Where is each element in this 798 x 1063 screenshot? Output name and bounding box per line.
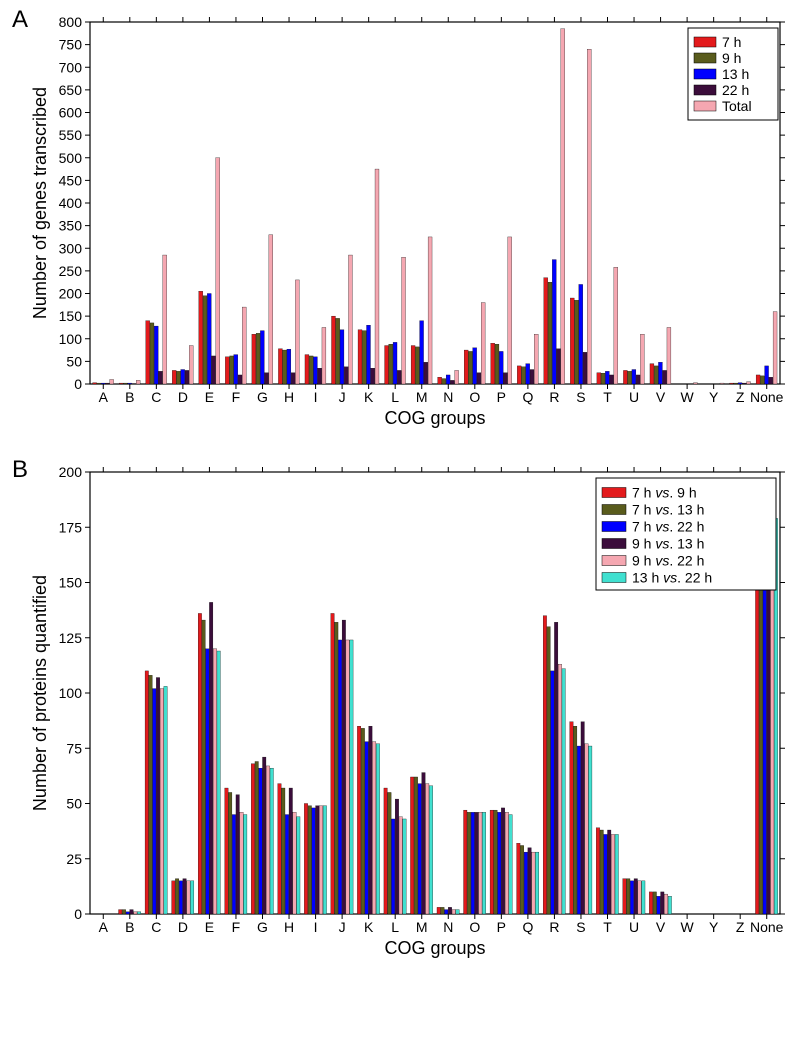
svg-text:Number of genes transcribed: Number of genes transcribed bbox=[30, 87, 50, 319]
svg-text:V: V bbox=[656, 919, 666, 935]
panel-a-chart: 0 50 100 150 200 250 300 350 400 450 500 550 600 650 7… bbox=[28, 10, 788, 440]
svg-text:700: 700 bbox=[59, 59, 83, 75]
svg-text:W: W bbox=[681, 919, 695, 935]
svg-text:0: 0 bbox=[74, 376, 82, 392]
svg-text:E: E bbox=[205, 389, 214, 405]
svg-text:Z: Z bbox=[736, 919, 745, 935]
svg-text:7 h: 7 h bbox=[722, 34, 741, 50]
svg-text:P: P bbox=[497, 919, 506, 935]
svg-text:C: C bbox=[151, 919, 161, 935]
svg-text:75: 75 bbox=[66, 740, 82, 756]
svg-text:25: 25 bbox=[66, 851, 82, 867]
panel-b: B 0 25 50 75 100 125 150 175 200 AB C D E FGH I J K L MNO P… bbox=[10, 460, 788, 970]
svg-text:U: U bbox=[629, 389, 639, 405]
svg-text:Number of proteins quantified: Number of proteins quantified bbox=[30, 575, 50, 811]
svg-text:175: 175 bbox=[59, 519, 83, 535]
svg-text:E: E bbox=[205, 919, 214, 935]
svg-text:Q: Q bbox=[522, 389, 533, 405]
svg-text:650: 650 bbox=[59, 82, 83, 98]
svg-text:B: B bbox=[125, 389, 134, 405]
svg-text:7 h vs. 9 h: 7 h vs. 9 h bbox=[632, 485, 697, 501]
svg-text:R: R bbox=[549, 389, 559, 405]
svg-text:150: 150 bbox=[59, 308, 83, 324]
svg-text:F: F bbox=[232, 919, 241, 935]
svg-text:H: H bbox=[284, 919, 294, 935]
svg-text:200: 200 bbox=[59, 464, 83, 480]
svg-text:50: 50 bbox=[66, 353, 82, 369]
svg-text:F: F bbox=[232, 389, 241, 405]
svg-text:9 h vs. 13 h: 9 h vs. 13 h bbox=[632, 536, 704, 552]
svg-text:125: 125 bbox=[59, 630, 83, 646]
svg-text:S: S bbox=[576, 919, 585, 935]
svg-text:COG groups: COG groups bbox=[384, 408, 485, 428]
svg-text:13 h vs. 22 h: 13 h vs. 22 h bbox=[632, 570, 712, 586]
svg-text:200: 200 bbox=[59, 286, 83, 302]
svg-text:S: S bbox=[576, 389, 585, 405]
svg-text:150: 150 bbox=[59, 575, 83, 591]
svg-text:COG groups: COG groups bbox=[384, 938, 485, 958]
svg-text:100: 100 bbox=[59, 331, 83, 347]
svg-text:L: L bbox=[391, 389, 399, 405]
svg-text:9 h vs. 22 h: 9 h vs. 22 h bbox=[632, 553, 704, 569]
svg-text:250: 250 bbox=[59, 263, 83, 279]
svg-text:Total: Total bbox=[722, 98, 752, 114]
svg-text:V: V bbox=[656, 389, 666, 405]
svg-text:D: D bbox=[178, 919, 188, 935]
svg-text:0: 0 bbox=[74, 906, 82, 922]
svg-text:800: 800 bbox=[59, 14, 83, 30]
svg-text:G: G bbox=[257, 389, 268, 405]
svg-text:A: A bbox=[99, 389, 109, 405]
svg-text:C: C bbox=[151, 389, 161, 405]
svg-text:P: P bbox=[497, 389, 506, 405]
svg-text:Y: Y bbox=[709, 919, 719, 935]
svg-text:None: None bbox=[750, 389, 784, 405]
svg-text:N: N bbox=[443, 389, 453, 405]
svg-text:7 h vs. 22 h: 7 h vs. 22 h bbox=[632, 519, 704, 535]
svg-text:D: D bbox=[178, 389, 188, 405]
svg-text:I: I bbox=[314, 919, 318, 935]
svg-text:Z: Z bbox=[736, 389, 745, 405]
svg-text:A: A bbox=[99, 919, 109, 935]
panel-a: A 0 50 100 150 200 250 300 350 400 450 500 550 600 65… bbox=[10, 10, 788, 440]
svg-text:W: W bbox=[681, 389, 695, 405]
svg-text:7 h vs. 13 h: 7 h vs. 13 h bbox=[632, 502, 704, 518]
svg-text:350: 350 bbox=[59, 218, 83, 234]
svg-text:450: 450 bbox=[59, 172, 83, 188]
svg-text:T: T bbox=[603, 919, 612, 935]
panel-b-chart: 0 25 50 75 100 125 150 175 200 AB C D E FGH I J K L MNO PQR… bbox=[28, 460, 788, 970]
svg-text:R: R bbox=[549, 919, 559, 935]
svg-text:O: O bbox=[469, 389, 480, 405]
panel-b-label: B bbox=[12, 456, 28, 484]
svg-text:I: I bbox=[314, 389, 318, 405]
svg-text:O: O bbox=[469, 919, 480, 935]
svg-text:600: 600 bbox=[59, 105, 83, 121]
svg-text:L: L bbox=[391, 919, 399, 935]
svg-text:50: 50 bbox=[66, 796, 82, 812]
svg-text:400: 400 bbox=[59, 195, 83, 211]
svg-text:22 h: 22 h bbox=[722, 82, 749, 98]
svg-text:H: H bbox=[284, 389, 294, 405]
svg-text:U: U bbox=[629, 919, 639, 935]
svg-text:T: T bbox=[603, 389, 612, 405]
svg-text:N: N bbox=[443, 919, 453, 935]
svg-text:M: M bbox=[416, 919, 428, 935]
svg-text:K: K bbox=[364, 919, 374, 935]
svg-text:K: K bbox=[364, 389, 374, 405]
svg-text:Y: Y bbox=[709, 389, 719, 405]
svg-text:M: M bbox=[416, 389, 428, 405]
svg-text:B: B bbox=[125, 919, 134, 935]
svg-text:J: J bbox=[339, 389, 346, 405]
svg-text:G: G bbox=[257, 919, 268, 935]
svg-text:500: 500 bbox=[59, 150, 83, 166]
svg-text:9 h: 9 h bbox=[722, 50, 741, 66]
svg-text:300: 300 bbox=[59, 240, 83, 256]
svg-text:13 h: 13 h bbox=[722, 66, 749, 82]
svg-text:J: J bbox=[339, 919, 346, 935]
panel-a-label: A bbox=[12, 6, 28, 34]
svg-text:None: None bbox=[750, 919, 784, 935]
svg-text:750: 750 bbox=[59, 37, 83, 53]
svg-text:Q: Q bbox=[522, 919, 533, 935]
svg-text:550: 550 bbox=[59, 127, 83, 143]
svg-text:100: 100 bbox=[59, 685, 83, 701]
